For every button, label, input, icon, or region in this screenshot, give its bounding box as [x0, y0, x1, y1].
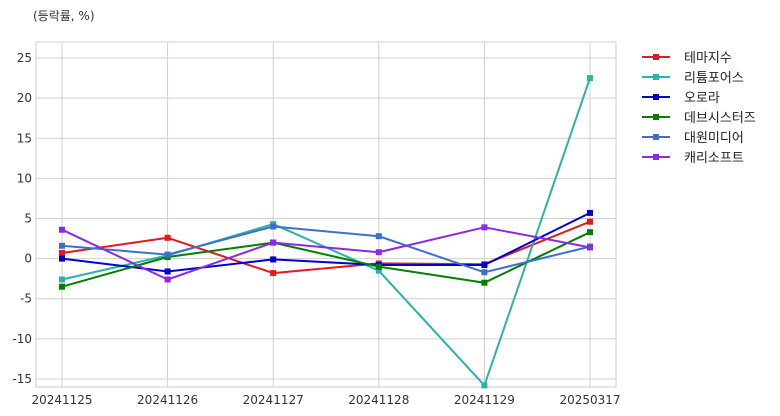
x-tick-label: 20241128: [348, 393, 409, 407]
y-unit-label: (등락률, %): [33, 9, 95, 23]
data-point: [270, 223, 277, 230]
legend-entry: 캐리소프트: [642, 151, 744, 166]
data-point: [375, 263, 382, 270]
y-tick-label: 0: [24, 252, 32, 266]
series-line: [61, 226, 591, 281]
data-point: [59, 283, 65, 290]
data-point: [375, 267, 382, 274]
data-point: [587, 218, 593, 225]
data-point: [59, 255, 65, 262]
series-lines: [59, 75, 593, 389]
legend-swatch-marker: [653, 154, 659, 160]
data-point: [59, 250, 65, 257]
y-tick-label: 10: [17, 171, 32, 185]
y-tick-label: 15: [17, 131, 32, 145]
legend-label: 테마지수: [684, 51, 732, 66]
data-point: [59, 242, 65, 249]
data-point: [481, 224, 488, 231]
data-point: [587, 75, 593, 82]
data-point: [481, 262, 488, 269]
y-tick-label: -15: [12, 372, 32, 386]
series-line: [61, 231, 591, 288]
legend-entry: 테마지수: [642, 51, 732, 66]
data-point: [270, 239, 277, 246]
data-point: [270, 270, 277, 277]
x-tick-label: 20241125: [31, 393, 92, 407]
series-line: [61, 212, 591, 273]
legend-swatch-marker: [653, 74, 659, 80]
data-point: [270, 256, 277, 263]
data-point: [375, 249, 382, 256]
data-point: [59, 226, 65, 233]
data-point: [587, 209, 593, 216]
legend-entry: 리튬포어스: [642, 71, 744, 86]
y-tick-label: 25: [17, 51, 32, 65]
x-tick-label: 20241126: [137, 393, 198, 407]
data-point: [375, 233, 382, 240]
x-tick-label: 20241129: [454, 393, 515, 407]
axis-ticks: -15 -10 -5 0 5 10 15 20 25 20241125 20241126 202411…: [12, 51, 620, 407]
data-point: [587, 244, 593, 251]
series-6: [59, 224, 593, 283]
legend-entry: 오로라: [642, 91, 720, 106]
data-point: [587, 229, 593, 236]
legend-entry: 대원미디어: [642, 131, 744, 146]
grid-lines: [36, 42, 616, 387]
legend-swatch-marker: [653, 94, 659, 100]
x-tick-label: 20241127: [243, 393, 304, 407]
series-line: [61, 225, 591, 274]
legend-label: 리튬포어스: [684, 71, 744, 86]
legend-entry: 데브시스터즈: [642, 111, 756, 126]
y-tick-label: -10: [12, 332, 32, 346]
data-point: [59, 276, 65, 283]
legend-label: 캐리소프트: [684, 151, 744, 166]
data-point: [164, 276, 171, 283]
legend-label: 대원미디어: [684, 131, 744, 146]
plot-area: [35, 41, 617, 388]
data-point: [164, 234, 171, 241]
legend-label: 오로라: [684, 91, 720, 106]
legend-swatch-marker: [653, 54, 659, 60]
legend-swatch-marker: [653, 134, 659, 140]
y-tick-label: 5: [24, 212, 32, 226]
y-tick-label: -5: [20, 292, 32, 306]
y-tick-label: 20: [17, 91, 32, 105]
x-tick-label: 20250317: [559, 393, 620, 407]
data-point: [481, 269, 488, 276]
legend-label: 데브시스터즈: [684, 111, 756, 126]
data-point: [481, 279, 488, 286]
legend-swatch-marker: [653, 114, 659, 120]
data-point: [164, 251, 171, 258]
data-point: [481, 382, 488, 389]
data-point: [164, 268, 171, 275]
